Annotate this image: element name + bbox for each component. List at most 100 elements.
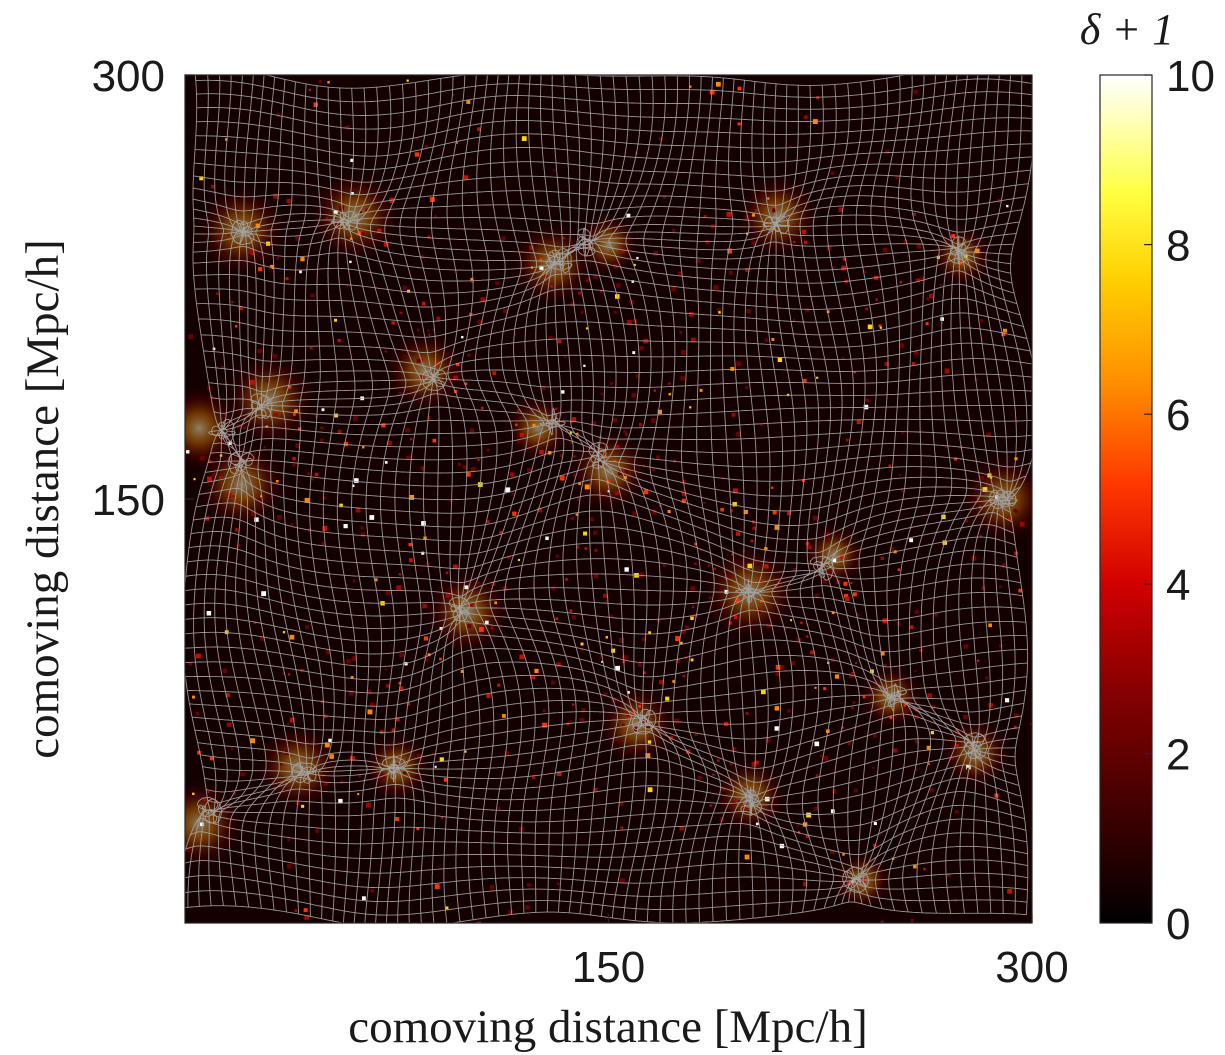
density-speckle xyxy=(427,329,430,332)
density-speckle xyxy=(954,457,958,461)
density-speckle xyxy=(346,658,351,664)
density-speckle xyxy=(563,355,567,358)
density-speckle xyxy=(584,484,590,490)
density-speckle xyxy=(258,348,263,353)
density-speckle xyxy=(452,93,455,97)
density-speckle xyxy=(682,674,685,678)
density-speckle xyxy=(638,423,643,427)
density-halo xyxy=(185,778,245,870)
density-speckle xyxy=(830,171,835,175)
density-speckle xyxy=(429,197,435,202)
density-speckle xyxy=(754,760,759,765)
mesh-line-vertical xyxy=(973,75,1017,914)
density-speckle xyxy=(585,327,589,330)
density-speckle xyxy=(862,695,866,699)
density-speckle xyxy=(431,752,435,755)
density-speckle xyxy=(955,743,959,747)
mesh-line-vertical xyxy=(888,75,932,911)
density-speckle xyxy=(733,615,738,620)
density-speckle xyxy=(825,531,830,536)
density-speckle xyxy=(614,444,620,450)
density-speckle xyxy=(539,265,544,270)
colorbar-ticks: 0 2 4 6 8 10 xyxy=(1144,52,1215,949)
density-speckle xyxy=(636,256,639,260)
density-speckle xyxy=(684,625,689,630)
density-speckle xyxy=(764,203,767,207)
density-speckle xyxy=(731,412,736,417)
colorbar-tick-label: 0 xyxy=(1166,900,1190,949)
density-speckle xyxy=(1001,331,1006,337)
mesh-line-horizontal xyxy=(185,875,1028,903)
density-speckle xyxy=(434,215,437,218)
density-speckle xyxy=(508,909,513,915)
density-speckle xyxy=(350,676,354,679)
density-speckle xyxy=(261,591,267,597)
density-speckle xyxy=(222,668,227,673)
density-speckle xyxy=(667,510,671,514)
density-speckle xyxy=(885,149,890,154)
density-speckle xyxy=(830,809,835,814)
density-speckle xyxy=(434,884,440,890)
density-speckle xyxy=(434,765,437,768)
density-speckle xyxy=(926,745,931,750)
density-speckle xyxy=(909,625,914,629)
density-speckle xyxy=(603,692,608,697)
mesh-line-vertical xyxy=(997,75,1028,914)
density-speckle xyxy=(209,756,214,761)
density-speckle xyxy=(999,585,1002,588)
density-speckle xyxy=(712,773,715,776)
density-speckle xyxy=(632,511,637,516)
density-speckle xyxy=(577,497,581,502)
density-speckle xyxy=(624,470,629,475)
density-speckle xyxy=(260,495,263,498)
mesh-line-horizontal xyxy=(185,889,1028,916)
density-speckle xyxy=(975,248,980,254)
plot-area xyxy=(184,74,1033,924)
density-speckle xyxy=(600,392,604,396)
density-speckle xyxy=(512,511,517,516)
density-speckle xyxy=(499,531,503,535)
density-speckle xyxy=(492,371,497,376)
density-speckle xyxy=(892,748,898,753)
density-speckle xyxy=(715,81,721,87)
density-speckle xyxy=(570,516,575,521)
density-speckle xyxy=(816,96,820,100)
density-speckle xyxy=(406,702,410,706)
density-speckle xyxy=(756,609,761,614)
density-speckle xyxy=(735,598,740,603)
density-speckle xyxy=(659,136,664,141)
density-speckle xyxy=(398,391,402,395)
density-speckle xyxy=(829,570,833,575)
density-speckle xyxy=(822,579,827,584)
density-speckle xyxy=(639,345,644,351)
density-speckle xyxy=(480,297,486,303)
density-speckle xyxy=(898,474,901,477)
density-speckle xyxy=(550,285,553,288)
density-speckle xyxy=(464,585,469,590)
density-speckle xyxy=(845,596,850,602)
mesh-line-vertical xyxy=(930,75,969,914)
density-speckle xyxy=(555,554,559,558)
density-speckle xyxy=(830,850,835,855)
density-speckle xyxy=(427,653,431,657)
density-speckle xyxy=(338,205,344,211)
density-speckle xyxy=(1014,457,1018,461)
density-speckle xyxy=(421,551,425,555)
density-speckle xyxy=(545,536,549,541)
density-speckle xyxy=(772,510,777,515)
density-speckle xyxy=(979,535,982,538)
density-speckle xyxy=(814,593,819,598)
density-speckle xyxy=(304,915,310,920)
density-speckle xyxy=(359,232,365,238)
density-speckle xyxy=(816,376,819,379)
density-speckle xyxy=(529,245,534,250)
density-speckle xyxy=(428,333,431,336)
density-speckle xyxy=(952,93,956,97)
density-speckle xyxy=(421,301,426,306)
density-speckle xyxy=(276,113,281,117)
density-speckle xyxy=(408,558,413,563)
density-speckle xyxy=(576,432,579,435)
density-speckle xyxy=(470,277,473,281)
density-speckle xyxy=(524,443,529,448)
density-speckle xyxy=(216,292,219,295)
